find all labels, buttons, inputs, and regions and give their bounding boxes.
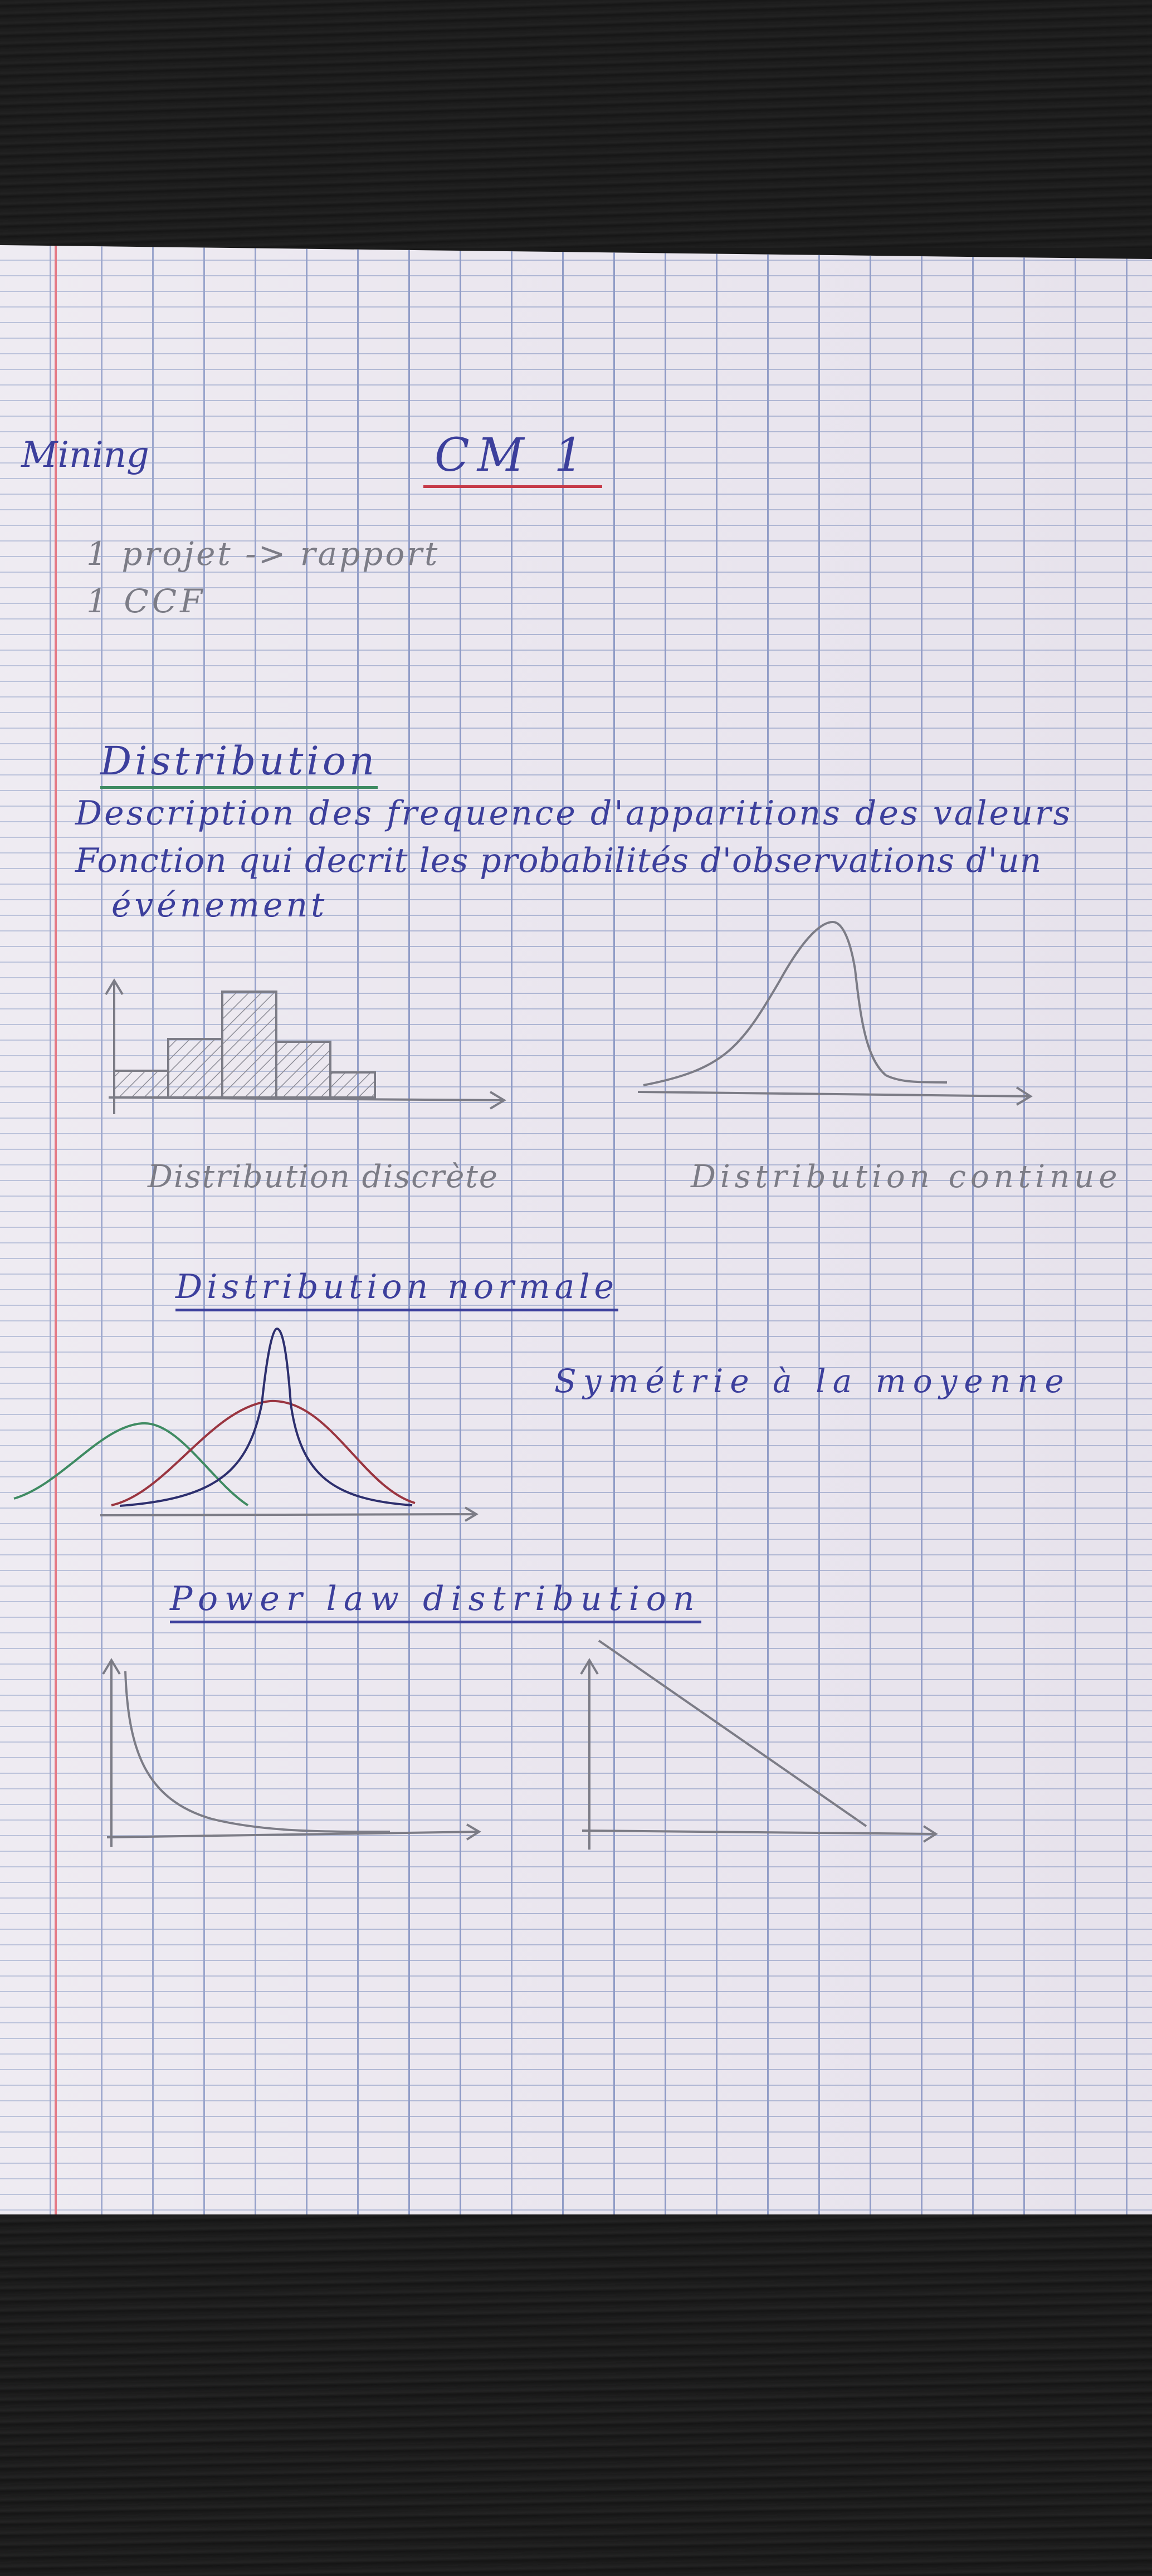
desk-surface-bottom <box>0 2206 1152 2576</box>
discrete-bars <box>113 991 376 1099</box>
continuous-caption: Distribution continue <box>691 1159 1122 1195</box>
discrete-caption: Distribution discrète <box>148 1159 499 1195</box>
symmetry-note: Symétrie à la moyenne <box>554 1362 1071 1400</box>
definition-line-1: Description des frequence d'apparitions … <box>75 794 1073 833</box>
discrete-axes <box>105 978 506 1114</box>
normal-axis <box>100 1506 479 1522</box>
power-law-sketch-curve <box>102 1658 481 1847</box>
normal-distribution-sketch <box>13 1327 479 1522</box>
normal-curve-green <box>13 1422 249 1506</box>
intro-line-1: 1 projet -> rapport <box>86 535 440 573</box>
course-name: Mining <box>21 435 149 476</box>
page-title: CM 1 <box>423 429 602 488</box>
distribution-heading: Distribution <box>100 738 378 789</box>
desk-surface-top <box>0 0 1152 248</box>
definition-line-3: événement <box>111 886 328 925</box>
discrete-distribution-sketch <box>13 920 1033 1850</box>
normal-heading: Distribution normale <box>175 1267 619 1311</box>
intro-line-2: 1 CCF <box>86 582 206 620</box>
power-law-heading: Power law distribution <box>170 1579 701 1623</box>
continuous-distribution-sketch <box>637 920 1033 1106</box>
notebook-page: Mining CM 1 1 projet -> rapport 1 CCF Di… <box>0 245 1152 2214</box>
power-law-sketch-linear <box>580 1640 938 1850</box>
definition-line-2: Fonction qui decrit les probabilités d'o… <box>75 841 1042 880</box>
margin-line <box>55 245 57 2214</box>
normal-curve-blue <box>119 1327 413 1507</box>
normal-curve-red <box>111 1399 416 1506</box>
